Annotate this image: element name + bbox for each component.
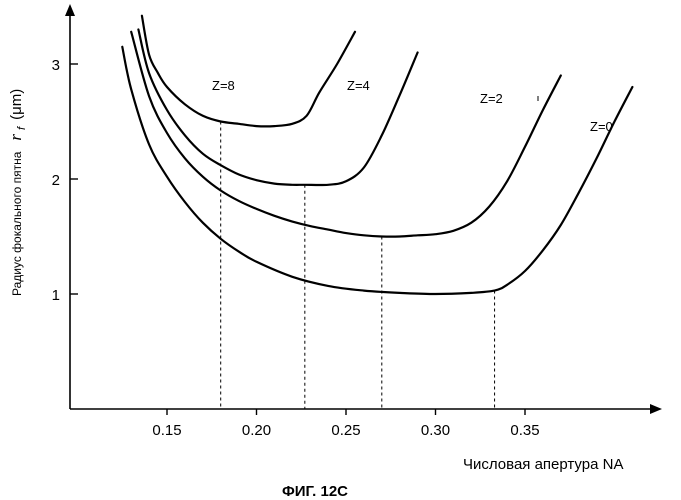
series-curve-z-2 — [131, 32, 561, 237]
y-axis-label-subscript: f — [16, 126, 28, 130]
y-axis-arrow — [65, 4, 75, 16]
y-tick-label: 3 — [52, 57, 60, 74]
y-tick-label: 1 — [52, 287, 60, 304]
x-ticks: 0.15 0.20 0.25 0.30 0.35 — [152, 409, 539, 439]
x-tick-label: 0.25 — [331, 422, 360, 439]
x-axis-arrow — [650, 404, 662, 414]
series-label: Z=8 — [212, 78, 235, 93]
x-tick-label: 0.20 — [242, 422, 271, 439]
x-tick-label: 0.15 — [152, 422, 181, 439]
series-curve-z-8 — [142, 16, 355, 127]
series-curves — [122, 16, 632, 294]
series-label: Z=0 — [590, 119, 613, 134]
series-label: Z=4 — [347, 78, 370, 93]
y-axis-label-text: Радиус фокального пятна — [10, 151, 24, 296]
y-axis-label-unit: (μm) — [8, 89, 25, 120]
series-curve-z-4 — [138, 30, 417, 186]
x-axis — [70, 404, 662, 414]
figure-caption: ФИГ. 12C — [282, 483, 348, 500]
series-label: Z=2 — [480, 91, 503, 106]
x-axis-label: Числовая апертура NA — [463, 456, 623, 473]
y-tick-label: 2 — [52, 172, 60, 189]
y-axis — [65, 4, 75, 409]
y-axis-label: Радиус фокального пятна r f (μm) — [6, 89, 29, 296]
x-tick-label: 0.30 — [421, 422, 450, 439]
y-axis-label-symbol: r — [6, 134, 25, 141]
y-ticks: 1 2 3 — [52, 57, 78, 304]
x-tick-label: 0.35 — [510, 422, 539, 439]
